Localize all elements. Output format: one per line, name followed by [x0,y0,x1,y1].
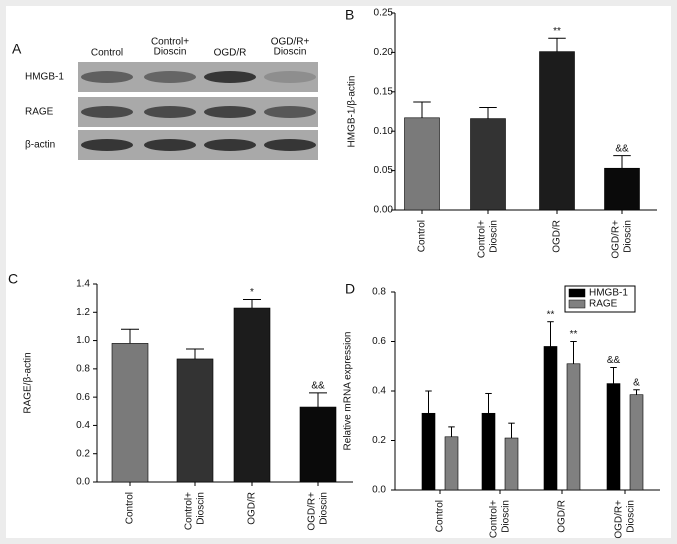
x-tick-label: OGD/R [247,492,258,525]
x-tick-label: Control [417,220,428,252]
band [81,71,133,83]
y-tick-label: 0.00 [374,205,394,216]
bar [566,363,581,491]
annotation: ** [570,329,578,340]
legend-label: RAGE [589,299,618,310]
bar [299,406,337,483]
band [264,139,316,151]
panel-label: A [12,41,22,57]
bar [421,412,436,491]
x-tick-label: Dioscin [489,220,500,253]
bar [444,436,459,491]
bar [470,118,506,211]
bar [233,307,271,483]
panel-label: D [345,281,355,297]
band [264,71,316,83]
annotation: ** [553,26,561,37]
y-axis-label: Relative mRNA expression [343,332,354,451]
x-tick-label: Dioscin [626,500,637,533]
x-tick-label: Dioscin [319,492,330,525]
lane-label: Dioscin [154,47,187,58]
lane-label: OGD/R+ [271,37,310,48]
y-axis-label: RAGE/β-actin [23,352,34,413]
bar [176,358,214,483]
bar [481,412,496,491]
x-tick-label: Control+ [489,500,500,538]
y-tick-label: 0.4 [76,420,90,431]
band [81,106,133,118]
x-tick-label: OGD/R+ [611,220,622,259]
x-tick-label: Control [125,492,136,524]
y-tick-label: 0.6 [372,336,386,347]
y-tick-label: 0.2 [372,435,386,446]
band [144,139,196,151]
y-axis-label: HMGB-1/β-actin [347,76,358,148]
y-tick-label: 0.6 [76,392,90,403]
legend-label: HMGB-1 [589,288,628,299]
lane-label: Control+ [151,37,189,48]
bar [629,394,644,491]
panel-label: C [8,271,18,287]
lane-label: Dioscin [274,47,307,58]
panel-label: B [345,7,354,23]
bar [543,346,558,491]
x-tick-label: Control [435,500,446,532]
x-tick-label: Dioscin [623,220,634,253]
band [204,139,256,151]
row-label: RAGE [25,107,54,118]
bar [111,343,149,483]
annotation: && [311,381,325,392]
x-tick-label: OGD/R+ [307,492,318,531]
x-tick-label: OGD/R [552,220,563,253]
bar [404,117,440,211]
y-tick-label: 0.15 [374,86,394,97]
band [144,106,196,118]
bar [539,51,575,211]
lane-label: Control [91,48,123,59]
y-tick-label: 0.2 [76,448,90,459]
y-tick-label: 0.20 [374,47,394,58]
bar [604,167,640,211]
annotation: & [633,377,640,388]
y-tick-label: 0.10 [374,126,394,137]
x-tick-label: OGD/R [557,500,568,533]
bar [606,383,621,491]
y-tick-label: 1.0 [76,335,90,346]
band [204,106,256,118]
x-tick-label: Control+ [184,492,195,530]
y-tick-label: 0.05 [374,165,394,176]
x-tick-label: Dioscin [196,492,207,525]
band [81,139,133,151]
legend-swatch [568,288,586,298]
annotation: ** [547,309,555,320]
x-tick-label: OGD/R+ [614,500,625,539]
y-tick-label: 1.4 [76,279,90,290]
x-tick-label: Control+ [477,220,488,258]
row-label: β-actin [25,140,55,151]
bar [504,437,519,491]
y-tick-label: 0.25 [374,8,394,19]
y-tick-label: 0.0 [372,485,386,496]
band [264,106,316,118]
band [204,71,256,83]
annotation: && [607,355,621,366]
x-tick-label: Dioscin [501,500,512,533]
lane-label: OGD/R [214,48,247,59]
band [144,71,196,83]
y-tick-label: 0.4 [372,386,386,397]
y-tick-label: 1.2 [76,307,90,318]
annotation: * [250,287,254,298]
y-tick-label: 0.0 [76,477,90,488]
legend-swatch [568,299,586,309]
y-tick-label: 0.8 [372,287,386,298]
y-tick-label: 0.8 [76,363,90,374]
annotation: && [615,143,629,154]
row-label: HMGB-1 [25,72,64,83]
